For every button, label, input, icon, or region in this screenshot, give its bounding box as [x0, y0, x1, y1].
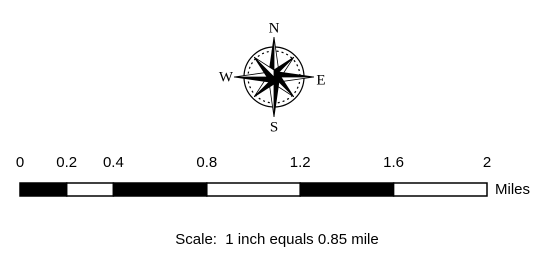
compass-point	[274, 77, 279, 117]
scale-tick-label: 0.8	[196, 154, 217, 171]
scale-tick-label: 0.4	[103, 154, 124, 171]
scale-tick-label: 1.6	[383, 154, 404, 171]
scale-segment	[67, 183, 114, 196]
scale-tick-label: 0	[16, 154, 24, 171]
scale-unit: Miles	[495, 181, 530, 198]
scale-segment	[300, 183, 393, 196]
scale-segment	[20, 183, 67, 196]
compass-east: E	[316, 72, 325, 88]
compass-west: W	[219, 69, 234, 85]
scale-tick-label: 2	[483, 154, 491, 171]
scale-text: Scale: 1 inch equals 0.85 mile	[175, 231, 378, 248]
compass-point	[234, 77, 274, 82]
compass-rose	[234, 37, 314, 117]
map-elements: N E S W Miles Scale: 1 inch equals 0.85 …	[0, 0, 554, 276]
scale-segment	[113, 183, 206, 196]
compass-point	[274, 72, 314, 77]
scale-tick-label: 0.2	[56, 154, 77, 171]
scale-tick-label: 1.2	[290, 154, 311, 171]
scale-segment	[394, 183, 487, 196]
compass-north: N	[269, 20, 280, 36]
scale-segment	[207, 183, 300, 196]
compass-south: S	[270, 119, 278, 135]
